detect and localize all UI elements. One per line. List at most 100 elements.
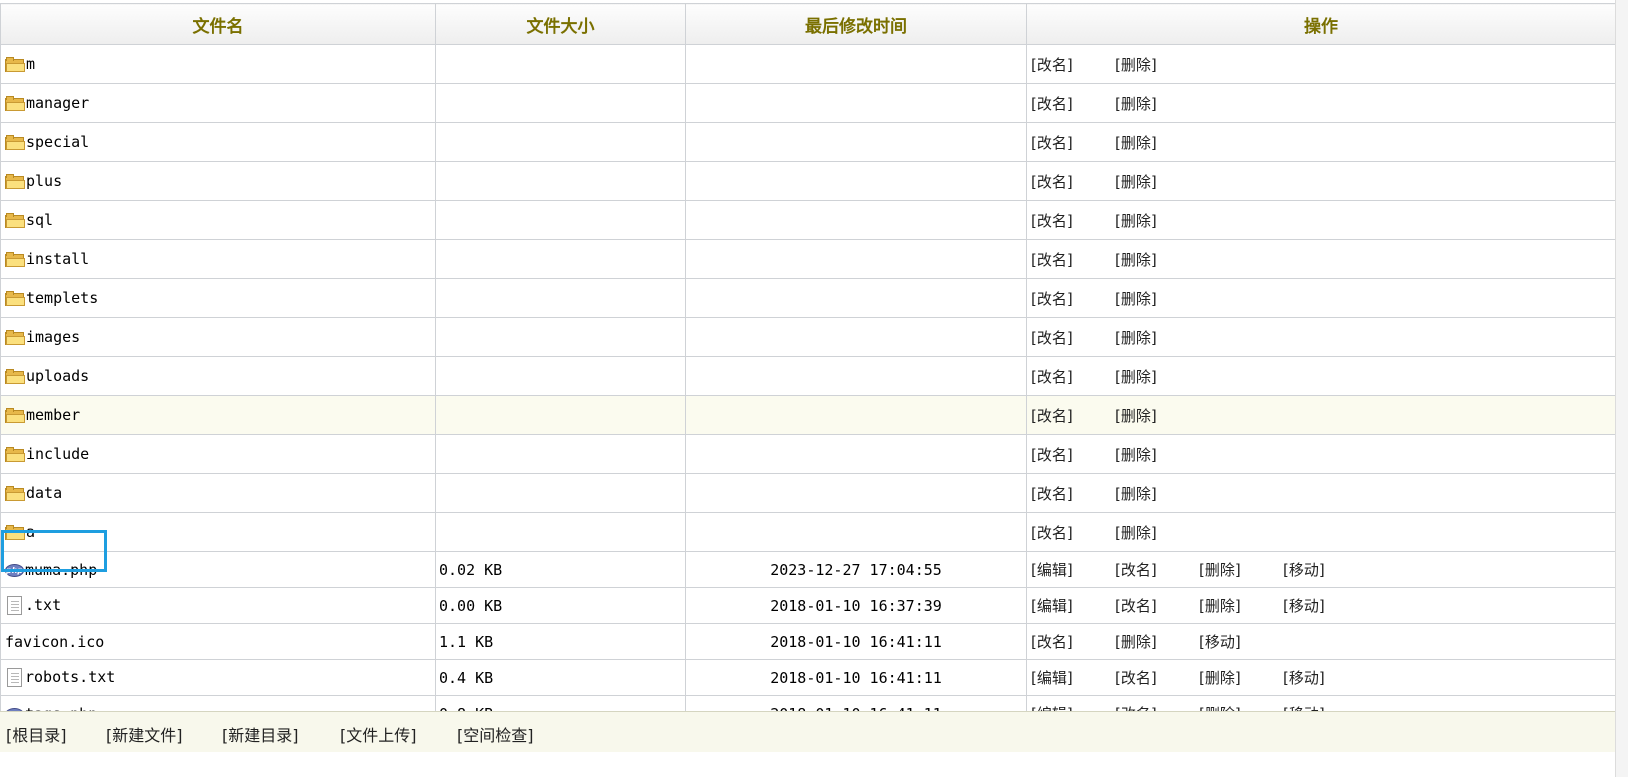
folder-name-cell[interactable]: manager bbox=[0, 83, 436, 123]
edit-link[interactable]: [编辑] bbox=[1031, 669, 1073, 687]
folder-name[interactable]: member bbox=[26, 406, 81, 424]
header-filesize: 文件大小 bbox=[435, 3, 686, 45]
rename-link[interactable]: [改名] bbox=[1115, 597, 1157, 615]
file-name-cell[interactable]: robots.txt bbox=[0, 659, 436, 696]
rename-link[interactable]: [改名] bbox=[1031, 328, 1073, 347]
folder-name-cell[interactable]: templets bbox=[0, 278, 436, 318]
folder-name[interactable]: plus bbox=[26, 172, 63, 190]
folder-name[interactable]: images bbox=[26, 328, 81, 346]
folder-name[interactable]: templets bbox=[26, 289, 99, 307]
size-cell: 0.00 KB bbox=[435, 587, 686, 624]
move-link[interactable]: [移动] bbox=[1199, 633, 1241, 651]
upload-file-link[interactable]: [文件上传] bbox=[340, 726, 417, 745]
delete-link[interactable]: [删除] bbox=[1115, 55, 1157, 74]
folder-name[interactable]: sql bbox=[26, 211, 54, 229]
root-dir-link[interactable]: [根目录] bbox=[6, 726, 67, 745]
modified-time: 2018-01-10 16:41:11 bbox=[770, 668, 942, 687]
rename-link[interactable]: [改名] bbox=[1031, 367, 1073, 386]
file-name-cell[interactable]: .txt bbox=[0, 587, 436, 624]
folder-name-cell[interactable]: sql bbox=[0, 200, 436, 240]
rename-link[interactable]: [改名] bbox=[1115, 669, 1157, 687]
folder-name-cell[interactable]: images bbox=[0, 317, 436, 357]
delete-link[interactable]: [删除] bbox=[1115, 445, 1157, 464]
delete-link[interactable]: [删除] bbox=[1199, 597, 1241, 615]
folder-name-cell[interactable]: plus bbox=[0, 161, 436, 201]
folder-name-cell[interactable]: m bbox=[0, 44, 436, 84]
table-row: favicon.ico 1.1 KB 2018-01-10 16:41:11 [改名]… bbox=[0, 623, 1616, 660]
rename-link[interactable]: [改名] bbox=[1031, 484, 1073, 503]
file-name[interactable]: robots.txt bbox=[25, 668, 116, 686]
header-filename: 文件名 bbox=[0, 3, 436, 45]
operations-cell: [改名] [删除] bbox=[1026, 239, 1616, 279]
file-name[interactable]: .txt bbox=[25, 596, 62, 614]
folder-name-cell[interactable]: special bbox=[0, 122, 436, 162]
delete-link[interactable]: [删除] bbox=[1199, 561, 1241, 579]
rename-link[interactable]: [改名] bbox=[1031, 445, 1073, 464]
modified-time: 2018-01-10 16:41:11 bbox=[770, 632, 942, 651]
folder-name[interactable]: include bbox=[26, 445, 90, 463]
rename-link[interactable]: [改名] bbox=[1031, 211, 1073, 230]
delete-link[interactable]: [删除] bbox=[1199, 669, 1241, 687]
move-link[interactable]: [移动] bbox=[1283, 597, 1325, 615]
file-name-cell[interactable]: favicon.ico bbox=[0, 623, 436, 660]
folder-name[interactable]: manager bbox=[26, 94, 90, 112]
delete-link[interactable]: [删除] bbox=[1115, 250, 1157, 269]
folder-name[interactable]: special bbox=[26, 133, 90, 151]
size-cell bbox=[435, 239, 686, 279]
file-list: m [改名] [删除] manager [改名] [删除] special [改名] [删除] p… bbox=[0, 44, 1616, 732]
size-cell bbox=[435, 44, 686, 84]
rename-link[interactable]: [改名] bbox=[1031, 55, 1073, 74]
rename-link[interactable]: [改名] bbox=[1031, 633, 1073, 651]
rename-link[interactable]: [改名] bbox=[1031, 289, 1073, 308]
time-cell bbox=[685, 200, 1027, 240]
size-cell bbox=[435, 317, 686, 357]
rename-link[interactable]: [改名] bbox=[1115, 561, 1157, 579]
rename-link[interactable]: [改名] bbox=[1031, 94, 1073, 113]
folder-name-cell[interactable]: data bbox=[0, 473, 436, 513]
move-link[interactable]: [移动] bbox=[1283, 669, 1325, 687]
delete-link[interactable]: [删除] bbox=[1115, 289, 1157, 308]
vertical-scrollbar[interactable] bbox=[1615, 0, 1628, 777]
rename-link[interactable]: [改名] bbox=[1031, 406, 1073, 425]
delete-link[interactable]: [删除] bbox=[1115, 172, 1157, 191]
space-check-link[interactable]: [空间检查] bbox=[457, 726, 534, 745]
delete-link[interactable]: [删除] bbox=[1115, 94, 1157, 113]
modified-time: 2018-01-10 16:37:39 bbox=[770, 596, 942, 615]
rename-link[interactable]: [改名] bbox=[1031, 523, 1073, 542]
folder-name[interactable]: install bbox=[26, 250, 90, 268]
rename-link[interactable]: [改名] bbox=[1031, 250, 1073, 269]
edit-link[interactable]: [编辑] bbox=[1031, 597, 1073, 615]
delete-link[interactable]: [删除] bbox=[1115, 328, 1157, 347]
folder-name-cell[interactable]: member bbox=[0, 395, 436, 435]
folder-name[interactable]: uploads bbox=[26, 367, 90, 385]
folder-name[interactable]: data bbox=[26, 484, 63, 502]
folder-icon bbox=[5, 330, 25, 345]
table-row: images [改名] [删除] bbox=[0, 317, 1616, 357]
rename-link[interactable]: [改名] bbox=[1031, 133, 1073, 152]
folder-icon bbox=[5, 447, 25, 462]
folder-name-cell[interactable]: include bbox=[0, 434, 436, 474]
delete-link[interactable]: [删除] bbox=[1115, 523, 1157, 542]
move-link[interactable]: [移动] bbox=[1283, 561, 1325, 579]
table-row: php muma.php 0.02 KB 2023-12-27 17:04:55 [编辑… bbox=[0, 551, 1616, 588]
time-cell bbox=[685, 239, 1027, 279]
delete-link[interactable]: [删除] bbox=[1115, 633, 1157, 651]
folder-name-cell[interactable]: uploads bbox=[0, 356, 436, 396]
file-name[interactable]: favicon.ico bbox=[5, 632, 105, 651]
delete-link[interactable]: [删除] bbox=[1115, 367, 1157, 386]
delete-link[interactable]: [删除] bbox=[1115, 133, 1157, 152]
header-modified-time: 最后修改时间 bbox=[685, 3, 1027, 45]
delete-link[interactable]: [删除] bbox=[1115, 406, 1157, 425]
new-dir-link[interactable]: [新建目录] bbox=[222, 726, 299, 745]
edit-link[interactable]: [编辑] bbox=[1031, 561, 1073, 579]
time-cell: 2018-01-10 16:41:11 bbox=[685, 659, 1027, 696]
new-file-link[interactable]: [新建文件] bbox=[106, 726, 183, 745]
delete-link[interactable]: [删除] bbox=[1115, 211, 1157, 230]
delete-link[interactable]: [删除] bbox=[1115, 484, 1157, 503]
folder-name[interactable]: m bbox=[26, 55, 36, 73]
folder-name-cell[interactable]: install bbox=[0, 239, 436, 279]
rename-link[interactable]: [改名] bbox=[1031, 172, 1073, 191]
txt-icon bbox=[7, 596, 22, 615]
operations-cell: [改名] [删除] bbox=[1026, 473, 1616, 513]
operations-cell: [改名] [删除] bbox=[1026, 278, 1616, 318]
